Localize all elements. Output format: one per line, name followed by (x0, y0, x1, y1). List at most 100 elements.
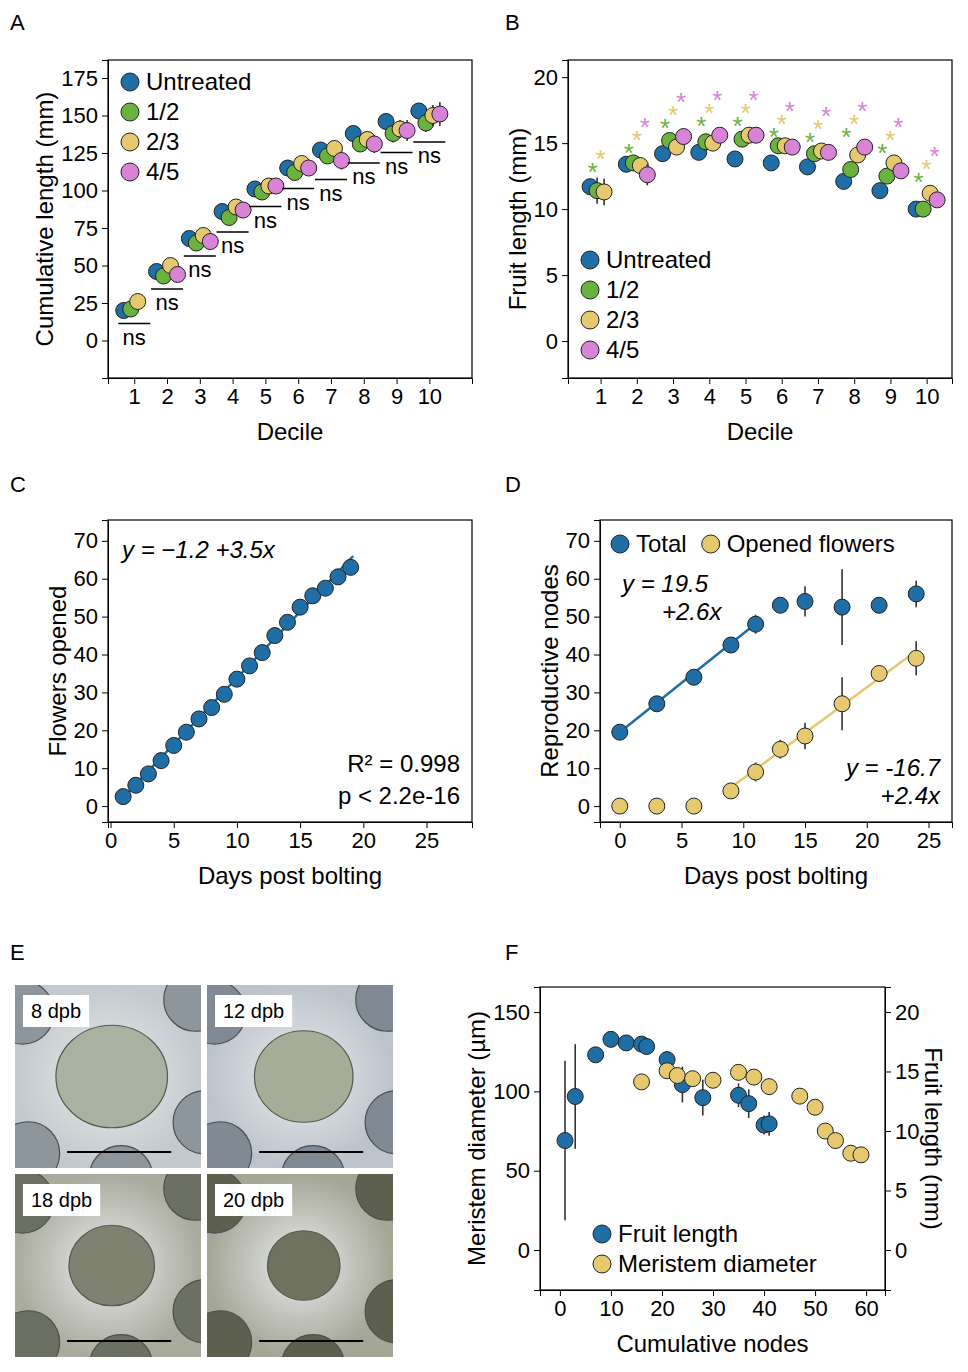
x-axis: 0510152025 (601, 822, 953, 853)
tick: 0 (86, 794, 108, 819)
tick-mark (594, 692, 600, 693)
x-axis: 12345678910 (569, 378, 953, 409)
tick-label: 0 (895, 1238, 907, 1263)
tick: 9 (885, 378, 897, 409)
annotation: R² = 0.998 (347, 750, 460, 777)
tick-label: 125 (61, 141, 98, 166)
tick-mark (102, 78, 108, 79)
image-label-box (215, 1184, 292, 1216)
axis-line (886, 988, 892, 1291)
plot-frame (568, 60, 952, 378)
data-point (908, 650, 924, 666)
tick: 75 (74, 216, 108, 241)
tick: 10 (225, 822, 249, 853)
tick: 0 (614, 822, 626, 853)
tick: 150 (61, 103, 108, 128)
significance-label: ns (418, 143, 441, 168)
tick: 8 (358, 378, 370, 409)
tick-mark (102, 303, 108, 304)
data-point (191, 711, 207, 727)
legend-label: Meristem diameter (618, 1250, 817, 1277)
tick-mark (594, 655, 600, 656)
data-point (915, 201, 931, 217)
legend-entry: Untreated (581, 246, 711, 273)
tick-label: 1 (129, 384, 141, 409)
tick-label: 4 (704, 384, 716, 409)
significance-label: ns (385, 154, 408, 179)
legend-label: Opened flowers (727, 530, 895, 557)
plot-data (115, 556, 359, 805)
data-point (871, 665, 887, 681)
significance-label: ns (123, 325, 146, 350)
micrograph (15, 1174, 201, 1357)
scale-bar (67, 1340, 171, 1342)
data-point (761, 1079, 777, 1095)
tick: 150 (493, 1000, 540, 1025)
data-point (612, 798, 628, 814)
image-shape (173, 1280, 201, 1343)
data-point (612, 724, 628, 740)
micrograph (207, 985, 393, 1168)
significance-marker: * (640, 112, 650, 142)
tick-mark (562, 143, 568, 144)
legend-marker (702, 535, 720, 553)
legend-entry: Meristem diameter (593, 1250, 817, 1277)
tick-mark (102, 153, 108, 154)
data-point (178, 724, 194, 740)
data-point (557, 1133, 573, 1149)
y-axis: 05101520 (534, 61, 569, 379)
tick: 0 (578, 794, 600, 819)
axis-line (594, 521, 601, 823)
tick: 10 (599, 1290, 623, 1321)
legend-marker (593, 1225, 611, 1243)
tick: 10 (915, 378, 939, 409)
tick: 70 (74, 528, 108, 553)
tick-mark (102, 692, 108, 693)
tick-label: 20 (566, 718, 590, 743)
image-label: 12 dpb (223, 1000, 284, 1022)
image-shape (281, 1335, 344, 1357)
tick-label: 20 (352, 828, 376, 853)
data-point (908, 586, 924, 602)
legend-label: 1/2 (146, 98, 179, 125)
data-point (343, 559, 359, 575)
tick: 15 (793, 822, 817, 853)
tick-label: 8 (358, 384, 370, 409)
data-point (204, 700, 220, 716)
legend-marker (121, 103, 139, 121)
tick: 1 (129, 378, 141, 409)
significance-label: ns (221, 233, 244, 258)
tick: 0 (86, 328, 108, 353)
data-point (723, 783, 739, 799)
significance-marker: * (596, 144, 606, 174)
tick: 60 (566, 566, 600, 591)
significance-marker: * (930, 141, 940, 171)
tick-mark (102, 228, 108, 229)
tick-mark (885, 1131, 891, 1132)
panel-label: A (10, 10, 25, 35)
tick: 4 (227, 378, 239, 409)
tick: 70 (566, 528, 600, 553)
tick-label: 60 (566, 566, 590, 591)
tick: 20 (650, 1290, 674, 1321)
tick-mark (885, 1012, 891, 1013)
tick: 20 (566, 718, 600, 743)
data-point (929, 192, 945, 208)
tick: 30 (566, 680, 600, 705)
legend-entry: 1/2 (121, 98, 179, 125)
tick-label: 3 (194, 384, 206, 409)
data-point (202, 234, 218, 250)
y2-axis: 05101520 (885, 988, 919, 1291)
tick-label: 15 (793, 828, 817, 853)
tick-label: 0 (518, 1238, 530, 1263)
y-axis-title: Cumulative length (mm) (31, 92, 58, 347)
image-label-box (23, 995, 89, 1027)
panel: 0102030405060050100150Cumulative nodesMe… (463, 987, 947, 1357)
legend-entry: 1/2 (581, 276, 639, 303)
tick-label: 10 (225, 828, 249, 853)
x-axis-title: Days post bolting (684, 862, 868, 889)
x-axis-title: Days post bolting (198, 862, 382, 889)
data-point (834, 599, 850, 615)
data-point (686, 669, 702, 685)
tick-label: 10 (915, 384, 939, 409)
